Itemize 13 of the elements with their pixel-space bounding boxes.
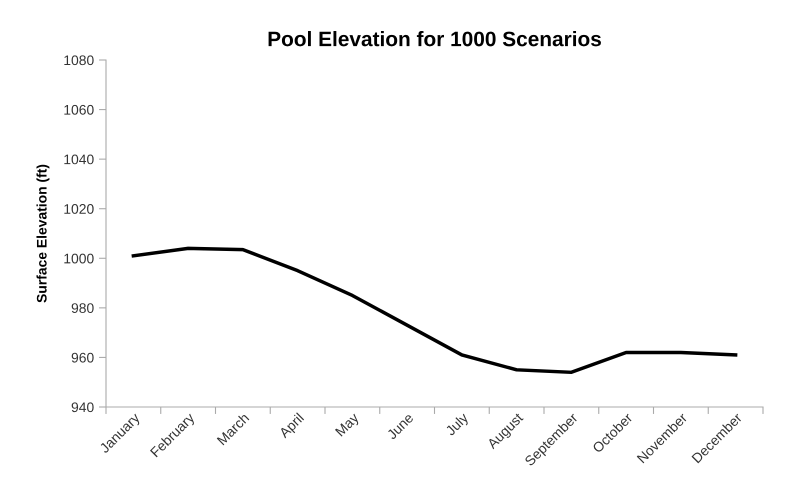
y-tick-label: 1000 [64, 254, 94, 264]
y-tick-label: 980 [72, 303, 94, 314]
y-tick-label: 960 [72, 352, 94, 363]
x-tick-label: July [444, 412, 472, 438]
y-tick-label: 1020 [64, 204, 94, 214]
y-tick-label: 1080 [64, 55, 94, 66]
y-axis-title: Surface Elevation (ft) [36, 164, 50, 303]
line-series [132, 246, 738, 374]
y-tick-label: 1060 [64, 104, 94, 115]
chart-title: Pool Elevation for 1000 Scenarios [268, 31, 601, 46]
y-tick-label: 940 [72, 402, 94, 412]
y-tick-label: 1040 [64, 154, 94, 164]
x-tick-label: May [334, 412, 362, 439]
